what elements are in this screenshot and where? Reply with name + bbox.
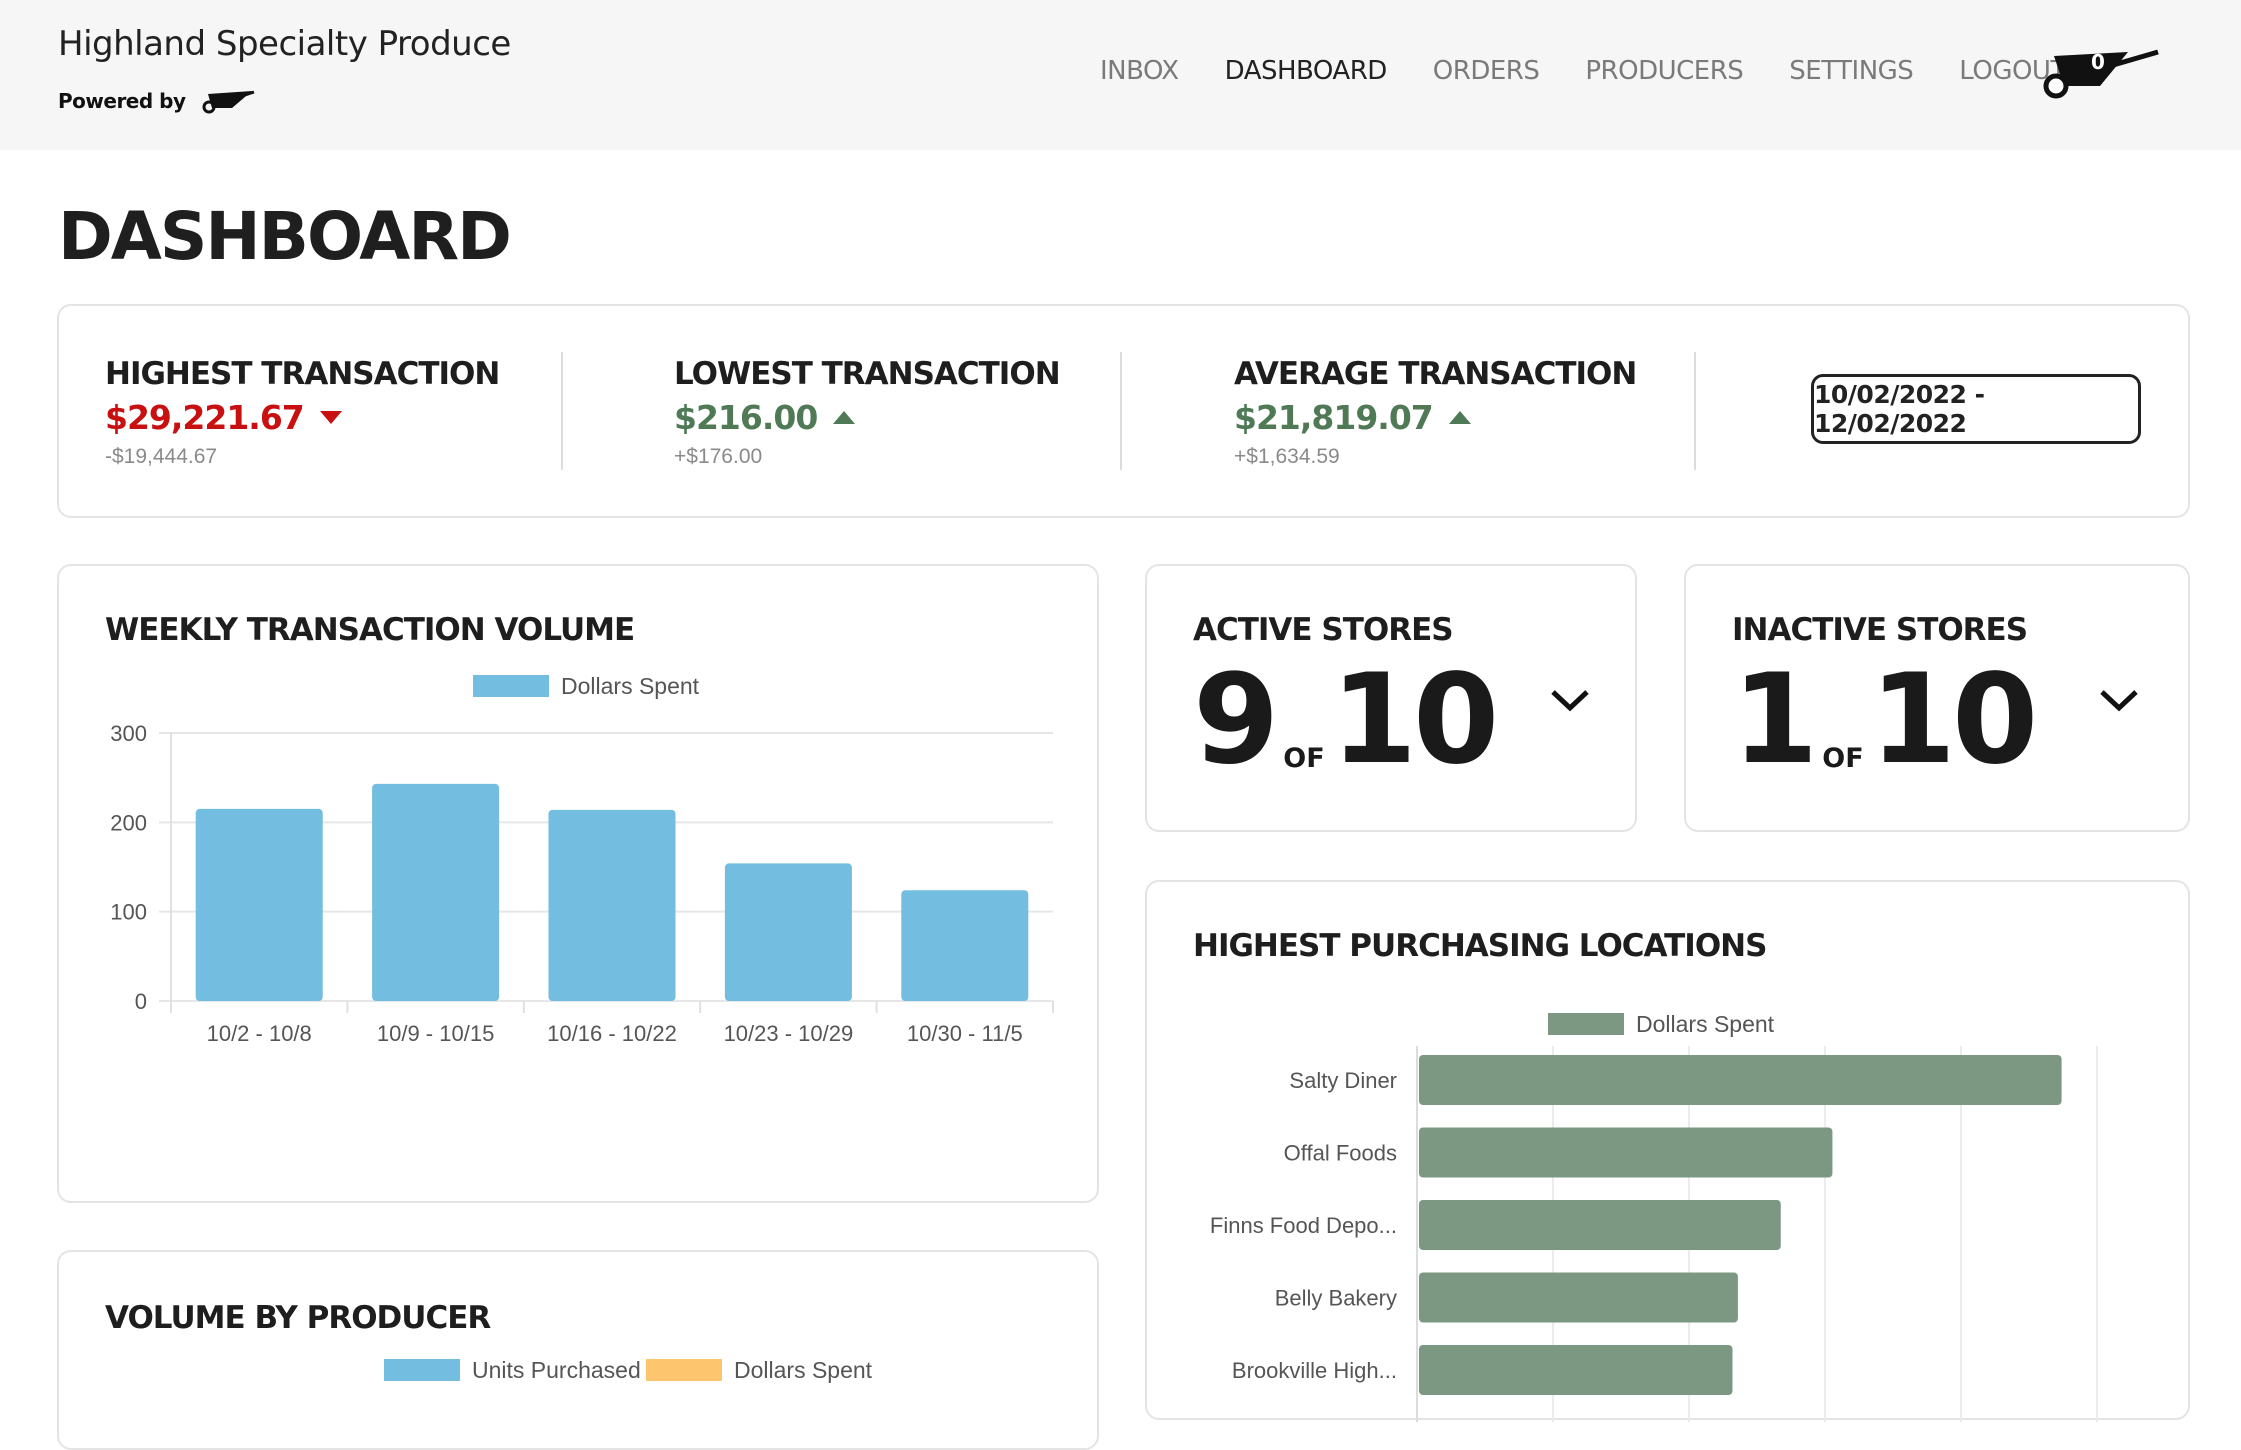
bar[interactable] — [195, 808, 323, 1001]
brand-name[interactable]: Highland Specialty Produce — [58, 24, 511, 64]
x-tick-label: 10/2 - 10/8 — [207, 1021, 312, 1046]
y-tick-label: 300 — [110, 721, 147, 746]
cart-count: 0 — [2091, 50, 2105, 74]
x-tick-label: 10/9 - 10/15 — [377, 1021, 494, 1046]
lowest-transaction-value-row: $216.00 — [674, 398, 1060, 437]
inactive-stores-total: 10 — [1869, 648, 2039, 792]
main-nav: INBOX DASHBOARD ORDERS PRODUCERS SETTINGS LOG… — [1100, 56, 2112, 86]
volume-by-producer-card: VOLUME BY PRODUCER Units Purchased Dollar… — [57, 1250, 1099, 1450]
highest-transaction-value-row: $29,221.67 — [105, 398, 499, 437]
divider — [1694, 352, 1696, 470]
y-tick-label: 0 — [135, 989, 147, 1014]
average-transaction-value-row: $21,819.07 — [1234, 398, 1636, 437]
highest-transaction: HIGHEST TRANSACTION $29,221.67 -$19,444.… — [105, 356, 500, 469]
legend-label[interactable]: Dollars Spent — [734, 1357, 873, 1383]
y-tick-label: 100 — [110, 900, 147, 925]
x-tick-label: 10/30 - 11/5 — [907, 1021, 1023, 1046]
legend-label[interactable]: Dollars Spent — [1636, 1011, 1775, 1037]
highest-transaction-value: $29,221.67 — [105, 398, 305, 437]
legend-swatch[interactable] — [1548, 1013, 1624, 1035]
trend-up-icon — [1448, 410, 1471, 424]
volume-by-producer-title: VOLUME BY PRODUCER — [105, 1300, 491, 1336]
inactive-stores-card: INACTIVE STORES 1 OF 10 — [1684, 564, 2190, 832]
lowest-transaction-label: LOWEST TRANSACTION — [674, 356, 1061, 392]
weekly-volume-title: WEEKLY TRANSACTION VOLUME — [105, 612, 635, 648]
active-stores-title: ACTIVE STORES — [1193, 612, 1454, 648]
bar[interactable] — [372, 783, 500, 1001]
divider — [1120, 352, 1122, 470]
legend-label[interactable]: Units Purchased — [472, 1357, 641, 1383]
legend-swatch[interactable] — [646, 1359, 722, 1381]
average-transaction: AVERAGE TRANSACTION $21,819.07 +$1,634.5… — [1234, 356, 1637, 469]
y-tick-label: Finns Food Depo... — [1210, 1213, 1397, 1238]
y-tick-label: Offal Foods — [1284, 1141, 1397, 1166]
average-transaction-label: AVERAGE TRANSACTION — [1234, 356, 1637, 392]
x-tick-label: 10/23 - 10/29 — [724, 1021, 854, 1046]
average-transaction-change: +$1,634.59 — [1234, 445, 1340, 468]
legend-label[interactable]: Dollars Spent — [561, 673, 700, 699]
bar[interactable] — [1419, 1127, 1833, 1178]
nav-dashboard[interactable]: DASHBOARD — [1224, 56, 1388, 86]
chevron-down-icon[interactable] — [1549, 684, 1591, 714]
weekly-volume-chart: Dollars Spent 0 100 200 300 10/2 - 10/8 10/9 -… — [110, 673, 1054, 1046]
inactive-stores-of: OF — [1822, 743, 1864, 774]
chevron-down-icon[interactable] — [2098, 684, 2140, 714]
weekly-volume-card: WEEKLY TRANSACTION VOLUME Dollars Spent 0… — [57, 564, 1099, 1203]
purchasing-locations-chart: Dollars Spent Salty Diner Offal Foods Finns… — [1210, 1011, 2098, 1422]
active-stores-of: OF — [1283, 743, 1325, 774]
active-stores-total: 10 — [1330, 648, 1500, 792]
cart-button[interactable]: 0 — [2040, 46, 2160, 102]
inactive-stores-title: INACTIVE STORES — [1732, 612, 2028, 648]
bar[interactable] — [901, 890, 1029, 1001]
lowest-transaction-change: +$176.00 — [674, 445, 763, 468]
purchasing-locations-title: HIGHEST PURCHASING LOCATIONS — [1193, 928, 1767, 964]
highest-transaction-change: -$19,444.67 — [105, 445, 218, 468]
y-tick-label: Salty Diner — [1289, 1068, 1397, 1093]
active-stores-count: 9 OF 10 — [1193, 648, 1500, 792]
y-tick-label: Belly Bakery — [1275, 1286, 1397, 1311]
powered-by: Powered by — [58, 88, 256, 114]
powered-by-label: Powered by — [58, 89, 186, 113]
y-tick-label: 200 — [110, 810, 147, 835]
divider — [561, 352, 563, 470]
legend-swatch[interactable] — [384, 1359, 460, 1381]
wheelbarrow-icon — [202, 90, 254, 114]
lowest-transaction: LOWEST TRANSACTION $216.00 +$176.00 — [674, 356, 1061, 469]
inactive-stores-count: 1 OF 10 — [1732, 648, 2039, 792]
trend-down-icon — [319, 410, 342, 424]
bar[interactable] — [1419, 1055, 2062, 1105]
lowest-transaction-value: $216.00 — [674, 398, 818, 437]
legend-swatch[interactable] — [473, 675, 549, 697]
date-range-button[interactable]: 10/02/2022 - 12/02/2022 — [1811, 374, 2141, 444]
bar[interactable] — [1419, 1200, 1781, 1250]
inactive-stores-number: 1 — [1732, 648, 1818, 792]
purchasing-locations-card: HIGHEST PURCHASING LOCATIONS Dollars Spe… — [1145, 880, 2190, 1422]
bar[interactable] — [724, 863, 852, 1001]
page-title: DASHBOARD — [58, 198, 512, 275]
nav-settings[interactable]: SETTINGS — [1789, 56, 1914, 86]
average-transaction-value: $21,819.07 — [1234, 398, 1434, 437]
nav-inbox[interactable]: INBOX — [1100, 56, 1179, 86]
trend-up-icon — [833, 410, 856, 424]
bar[interactable] — [548, 809, 676, 1001]
nav-orders[interactable]: ORDERS — [1432, 56, 1540, 86]
highest-transaction-label: HIGHEST TRANSACTION — [105, 356, 500, 392]
x-tick-label: 10/16 - 10/22 — [547, 1021, 677, 1046]
y-tick-label: Brookville High... — [1232, 1358, 1397, 1383]
bar[interactable] — [1419, 1272, 1738, 1323]
bar[interactable] — [1419, 1345, 1733, 1395]
wheelbarrow-icon — [2043, 49, 2159, 99]
active-stores-number: 9 — [1193, 648, 1279, 792]
volume-by-producer-legend: Units Purchased Dollars Spent — [384, 1357, 873, 1383]
nav-producers[interactable]: PRODUCERS — [1585, 56, 1744, 86]
transaction-summary-card: HIGHEST TRANSACTION $29,221.67 -$19,444.… — [57, 304, 2190, 518]
active-stores-card: ACTIVE STORES 9 OF 10 — [1145, 564, 1637, 832]
top-header: Highland Specialty Produce Powered by IN… — [0, 0, 2241, 150]
